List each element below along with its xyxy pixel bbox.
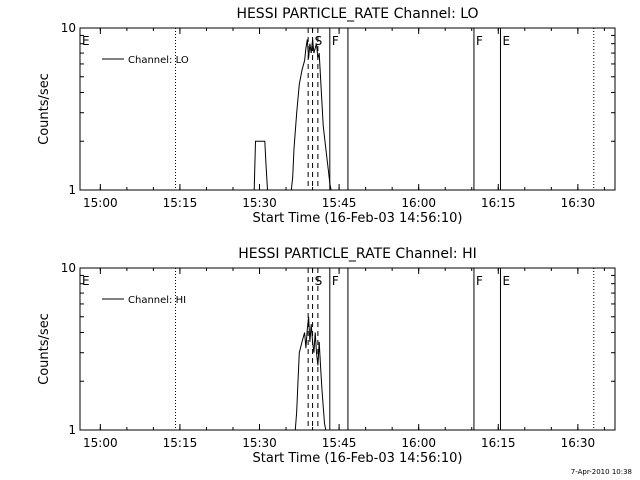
x-tick-label: 15:00 (83, 196, 118, 210)
legend-label: Channel: LO (128, 55, 189, 66)
event-label: S (315, 34, 323, 48)
y-axis-label: Counts/sec (37, 73, 52, 145)
chart-title: HESSI PARTICLE_RATE Channel: LO (236, 6, 478, 22)
x-tick-label: 15:30 (242, 436, 277, 450)
x-tick-label: 15:15 (163, 436, 198, 450)
x-tick-label: 16:15 (481, 436, 516, 450)
x-axis-label: Start Time (16-Feb-03 14:56:10) (253, 211, 463, 226)
event-label: F (332, 274, 339, 288)
event-label: F (476, 274, 483, 288)
x-tick-label: 16:00 (401, 436, 436, 450)
legend-label: Channel: HI (128, 295, 186, 306)
y-tick-label: 1 (68, 183, 76, 197)
x-tick-label: 15:30 (242, 196, 277, 210)
event-label: F (476, 34, 483, 48)
series-line (252, 39, 332, 191)
x-tick-label: 15:45 (322, 196, 357, 210)
series-line (294, 316, 327, 431)
x-tick-label: 16:30 (561, 196, 596, 210)
x-axis-label: Start Time (16-Feb-03 14:56:10) (253, 451, 463, 466)
x-tick-label: 15:45 (322, 436, 357, 450)
x-tick-label: 16:00 (401, 196, 436, 210)
y-axis-label: Counts/sec (37, 313, 52, 385)
y-tick-label: 10 (61, 261, 76, 275)
y-tick-label: 1 (68, 423, 76, 437)
x-tick-label: 15:15 (163, 196, 198, 210)
event-label: E (502, 34, 510, 48)
event-label: E (502, 274, 510, 288)
chart-title: HESSI PARTICLE_RATE Channel: HI (238, 246, 476, 262)
event-label: E (82, 274, 90, 288)
event-label: F (332, 34, 339, 48)
footer-date: 7-Apr-2010 10:38 (570, 468, 632, 476)
event-label: E (82, 34, 90, 48)
event-label: S (315, 274, 323, 288)
x-tick-label: 16:30 (561, 436, 596, 450)
y-tick-label: 10 (61, 21, 76, 35)
x-tick-label: 15:00 (83, 436, 118, 450)
x-tick-label: 16:15 (481, 196, 516, 210)
